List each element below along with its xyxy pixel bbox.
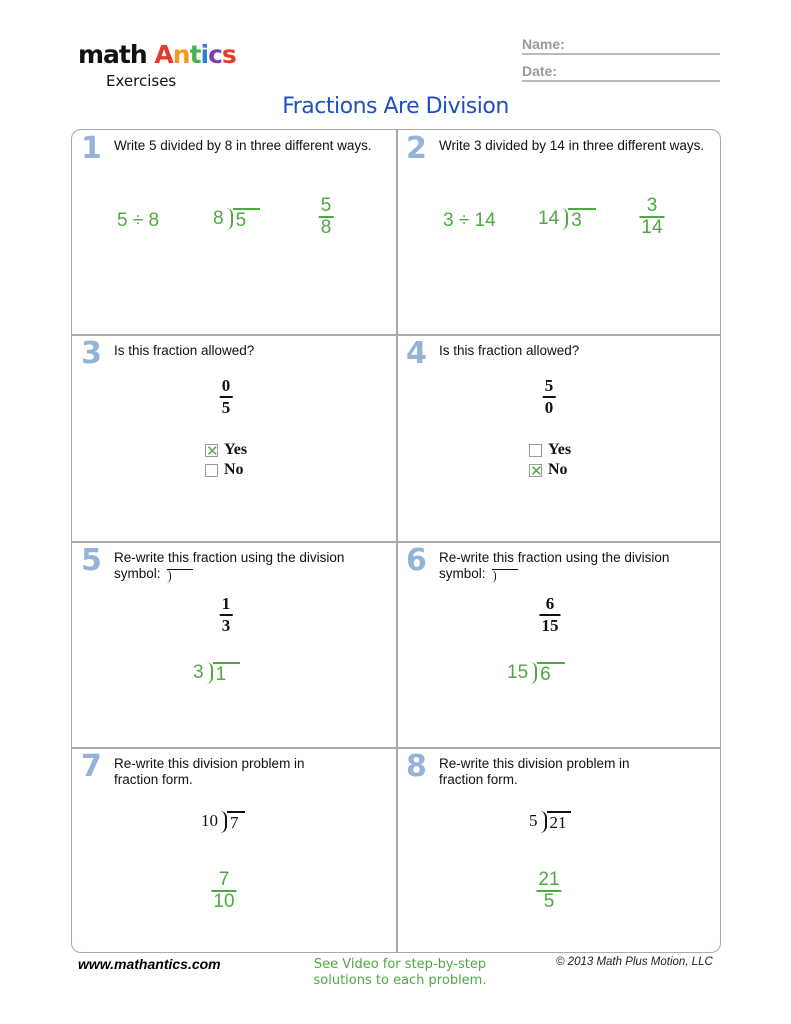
long-division: 10 7 — [201, 811, 245, 833]
page-title: Fractions Are Division — [282, 94, 509, 119]
yes-checkbox[interactable]: Yes — [205, 441, 247, 460]
answer-division-symbol: 3 ÷ 14 — [443, 210, 496, 231]
divider — [71, 747, 721, 749]
long-division-symbol-icon — [491, 569, 518, 583]
problem-6: 6 Re-write this fraction using the divis… — [406, 543, 670, 686]
problem-7: 7 Re-write this division problem in frac… — [81, 749, 305, 912]
problem-8: 8 Re-write this division problem in frac… — [406, 749, 630, 912]
problem-4: 4 Is this fraction allowed? 50 Yes No — [396, 334, 721, 540]
answer-fraction: 3 14 — [639, 195, 665, 238]
answer-fraction: 7 10 — [211, 869, 237, 912]
yes-checkbox[interactable]: Yes — [529, 441, 571, 459]
answer-long-division: 14 3 — [538, 208, 596, 232]
website-link[interactable]: www.mathantics.com — [78, 956, 221, 972]
answer-long-division: 15 6 — [507, 662, 565, 686]
logo-antics: Antics — [154, 40, 236, 69]
answer-division-symbol: 5 ÷ 8 — [117, 210, 160, 231]
no-checkbox[interactable]: No — [529, 461, 568, 480]
long-division-symbol-icon — [166, 569, 193, 583]
divider — [71, 541, 721, 543]
problem-3: 3 Is this fraction allowed? 05 Yes No — [71, 334, 396, 540]
copyright: © 2013 Math Plus Motion, LLC — [556, 956, 713, 968]
long-division: 5 21 — [529, 811, 571, 833]
problem-1: 1 Write 5 divided by 8 in three differen… — [81, 131, 372, 238]
problem-5: 5 Re-write this fraction using the divis… — [81, 543, 345, 686]
logo: math Antics — [78, 40, 237, 69]
no-checkbox[interactable]: No — [205, 461, 244, 479]
divider — [71, 334, 721, 336]
answer-fraction: 21 5 — [536, 869, 562, 912]
logo-subtitle: Exercises — [106, 72, 177, 90]
fraction: 6 15 — [539, 594, 561, 635]
video-note: See Video for step-by-step solutions to … — [313, 957, 487, 988]
date-field[interactable]: Date: — [522, 63, 720, 82]
name-field[interactable]: Name: — [522, 36, 720, 55]
problem-2: 2 Write 3 divided by 14 in three differe… — [406, 131, 705, 238]
